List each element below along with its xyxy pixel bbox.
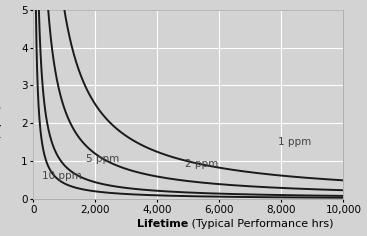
Text: (Typical Performance hrs): (Typical Performance hrs) [188, 219, 334, 229]
Text: Lifetime: Lifetime [137, 219, 188, 229]
Text: 2 ppm: 2 ppm [185, 159, 218, 169]
Text: (slpm): (slpm) [0, 105, 1, 143]
Text: 1 ppm: 1 ppm [278, 137, 312, 148]
X-axis label: Lifetime (Typical Performance hrs): Lifetime (Typical Performance hrs) [0, 235, 1, 236]
Text: 10 ppm: 10 ppm [42, 171, 82, 181]
Text: 5 ppm: 5 ppm [86, 155, 119, 164]
Text: Flow Rate: Flow Rate [0, 43, 1, 105]
Y-axis label: Flow Rate (slpm): Flow Rate (slpm) [0, 235, 1, 236]
